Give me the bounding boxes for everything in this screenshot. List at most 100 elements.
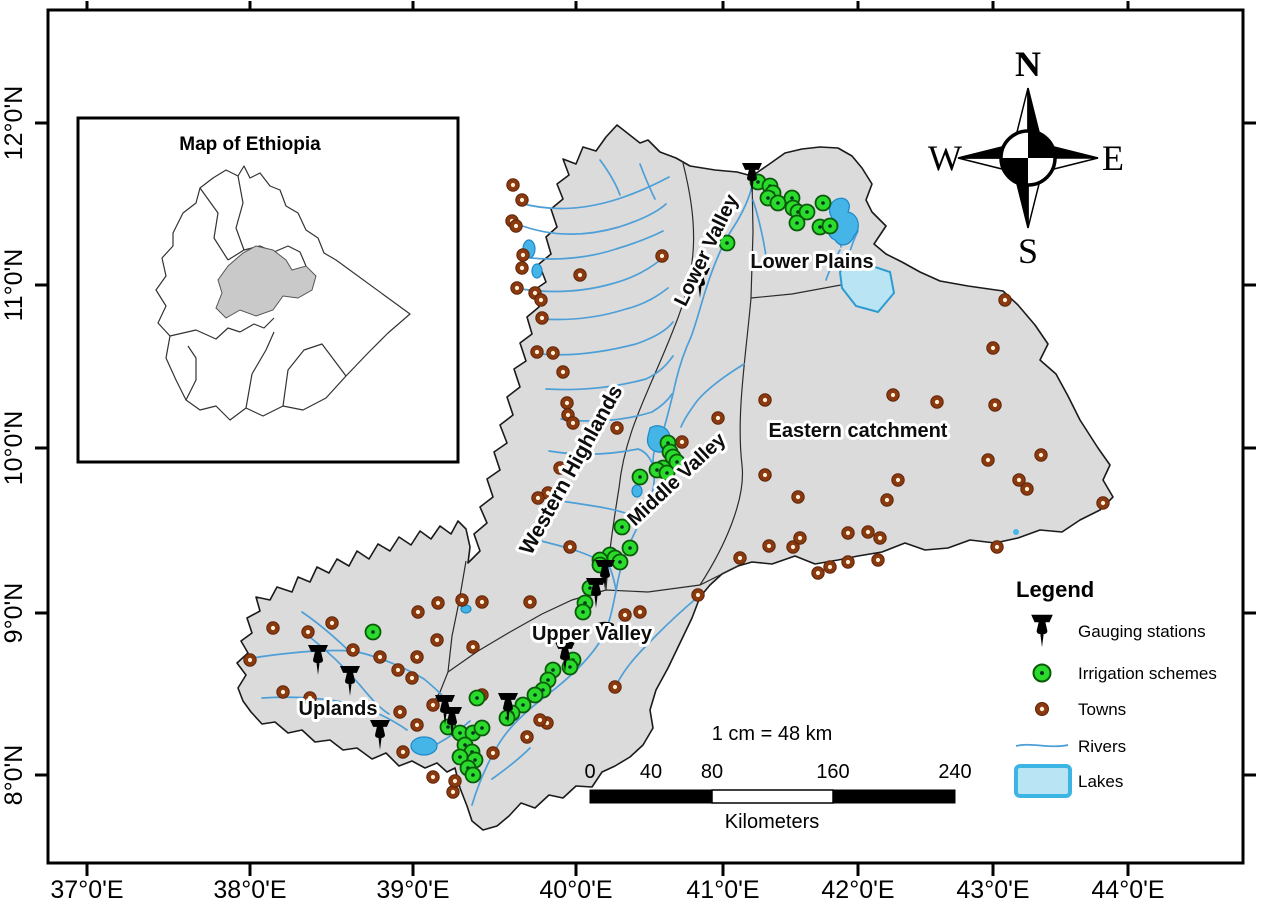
irrigation-scheme-marker (769, 194, 787, 212)
town-marker (691, 588, 705, 602)
gauging-station-marker (742, 163, 762, 193)
town-marker (276, 685, 290, 699)
lake-swatch-icon (1014, 764, 1072, 798)
scale-tick-label: 0 (584, 761, 595, 783)
town-marker (516, 248, 530, 262)
town-marker (466, 640, 480, 654)
y-tick-label: 9°0'N (0, 583, 28, 644)
irrigation-scheme-marker (473, 719, 491, 737)
compass-south-label: S (1018, 231, 1038, 271)
inset-awash-region (215, 245, 317, 319)
town-marker (633, 605, 647, 619)
town-marker (430, 633, 444, 647)
town-marker (811, 566, 825, 580)
town-marker (523, 595, 537, 609)
irrigation-scheme-marker (464, 766, 482, 784)
compass-west-label: W (928, 138, 962, 178)
town-marker (655, 249, 669, 263)
town-marker (373, 650, 387, 664)
town-marker (486, 746, 500, 760)
town-marker (986, 341, 1000, 355)
town-marker (510, 281, 524, 295)
town-marker (988, 398, 1002, 412)
compass-north-label: N (1015, 44, 1041, 84)
town-marker (841, 526, 855, 540)
gauging-station-marker (340, 666, 360, 696)
town-marker (793, 531, 807, 545)
town-marker (841, 555, 855, 569)
scale-segment-white (711, 789, 834, 804)
town-marker (556, 365, 570, 379)
basin-outline (236, 124, 1114, 831)
scale-tick-label: 160 (816, 761, 849, 783)
irrigation-scheme-marker (668, 453, 686, 471)
scale-tick-labels: 0 40 80 160 240 (584, 761, 971, 783)
town-marker (303, 691, 317, 705)
irrigation-scheme-marker (814, 194, 832, 212)
legend-item: Irrigation schemes (1032, 663, 1217, 683)
x-tick-label: 38°0'E (213, 876, 286, 904)
town-marker (981, 453, 995, 467)
irrigation-scheme-marker (718, 234, 736, 252)
town-marker (608, 680, 622, 694)
town-marker (563, 540, 577, 554)
irrigation-scheme-marker (631, 468, 649, 486)
x-tick-label: 39°0'E (376, 876, 449, 904)
irrigation-scheme-marker (611, 553, 629, 571)
town-marker (533, 713, 547, 727)
town-marker (525, 530, 539, 544)
town-marker (455, 593, 469, 607)
x-tick-label: 42°0'E (821, 876, 894, 904)
town-marker (566, 416, 580, 430)
river-line-icon (1015, 743, 1069, 748)
town-marker (758, 468, 772, 482)
town-marker (346, 643, 360, 657)
graticule-axes: 37°0'E 38°0'E 39°0'E 40°0'E 41°0'E 42°0'E 43°0… (0, 1, 1256, 904)
gauging-station-marker (690, 268, 710, 298)
town-marker (515, 261, 529, 275)
compass-east-label: E (1102, 138, 1124, 178)
town-marker (573, 268, 587, 282)
town-marker (534, 293, 548, 307)
town-marker (610, 421, 624, 435)
town-marker (990, 540, 1004, 554)
town-marker (711, 411, 725, 425)
town-marker (325, 616, 339, 630)
town-marker (509, 219, 523, 233)
town-marker (243, 653, 257, 667)
town-marker (535, 311, 549, 325)
irrigation-scheme-marker (621, 539, 639, 557)
subbasin-boundaries (429, 162, 853, 709)
legend-item: Rivers (1015, 737, 1126, 756)
legend-item: Lakes (1014, 764, 1123, 798)
town-marker (618, 608, 632, 622)
gauging-station-marker (555, 642, 575, 672)
legend-item-label: Lakes (1078, 772, 1123, 791)
town-marker (1012, 473, 1026, 487)
town-marker (426, 698, 440, 712)
town-marker (880, 493, 894, 507)
town-marker (530, 345, 544, 359)
legend-item-label: Irrigation schemes (1078, 664, 1217, 683)
legend-item: Towns (1035, 700, 1126, 719)
scale-tick-label: 240 (938, 761, 971, 783)
irrigation-scheme-marker (364, 623, 382, 641)
gauging-station-marker (370, 720, 390, 750)
y-tick-label: 10°0'N (0, 411, 28, 486)
region-label: Uplands (299, 698, 378, 720)
scale-segment-black-1 (589, 789, 713, 804)
scale-tick-label: 80 (701, 761, 723, 783)
legend: Legend Gauging stations Irrigation scheme… (1014, 577, 1217, 798)
legend-title: Legend (1016, 577, 1094, 602)
irrigation-scheme-marker (574, 603, 592, 621)
scale-tick-label: 40 (640, 761, 662, 783)
x-tick-label: 43°0'E (956, 876, 1029, 904)
y-tick-label: 11°0'N (0, 249, 28, 322)
town-marker (475, 595, 489, 609)
x-tick-label: 37°0'E (50, 876, 123, 904)
compass-rose: N E S W (928, 44, 1124, 271)
town-marker (431, 596, 445, 610)
town-marker (393, 705, 407, 719)
